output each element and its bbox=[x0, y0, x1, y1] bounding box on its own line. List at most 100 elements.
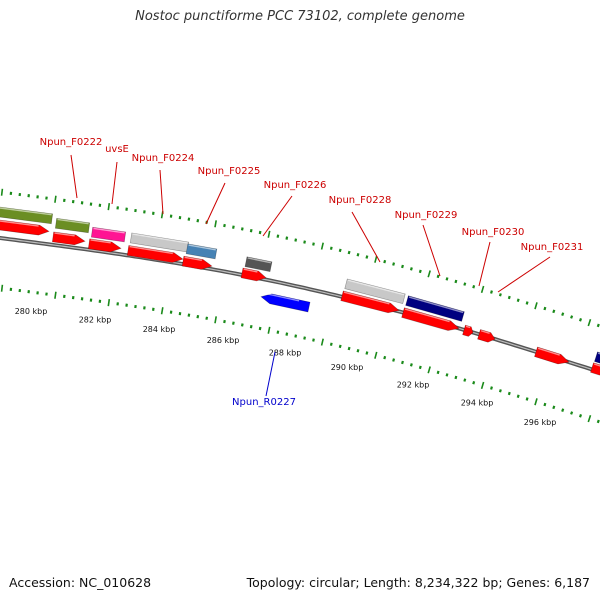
inner-tick-tick-minor bbox=[303, 336, 306, 340]
inner-tick-tick-minor bbox=[383, 355, 387, 360]
outer-tick-tick-minor bbox=[570, 315, 574, 319]
cds-forward-2-shape bbox=[51, 231, 86, 246]
cds-reverse-1 bbox=[260, 292, 311, 313]
inner-tick-tick-minor bbox=[578, 414, 583, 418]
outer-tick-tick-minor bbox=[276, 234, 280, 238]
outer-tick-tick-major bbox=[0, 188, 4, 196]
gene-label-npun-f0230: Npun_F0230 bbox=[462, 227, 525, 238]
inner-tick-tick-minor bbox=[596, 419, 600, 424]
feature-outer-olive-1 bbox=[0, 206, 53, 225]
feature-outer-lightgray-2 bbox=[344, 278, 406, 305]
gene-label-npun-f0225: Npun_F0225 bbox=[198, 166, 261, 177]
feature-outer-navy-shape bbox=[405, 295, 465, 322]
backbone bbox=[0, 235, 600, 375]
axis-tick-label: 288 kbp bbox=[269, 349, 302, 358]
gene-label-uvse: uvsE bbox=[105, 144, 129, 155]
cds-forward-12-shine bbox=[593, 363, 600, 367]
outer-tick-tick-minor bbox=[294, 238, 298, 242]
inner-tick-tick-minor bbox=[463, 378, 467, 382]
inner-tick-tick-minor bbox=[356, 349, 360, 353]
genome-summary-text: Topology: circular; Length: 8,234,322 bp… bbox=[246, 575, 590, 590]
outer-tick-tick-minor bbox=[232, 225, 235, 229]
cds-forward-8-shine bbox=[404, 308, 450, 323]
outer-tick-tick-minor bbox=[329, 246, 333, 250]
outer-tick-tick-minor bbox=[196, 218, 200, 223]
callouts: Npun_F0222uvsENpun_F0224Npun_F0225Npun_F… bbox=[40, 137, 584, 408]
outer-tick-tick-minor bbox=[490, 290, 493, 294]
cds-forward-9 bbox=[462, 324, 474, 337]
outer-tick-tick-minor bbox=[392, 262, 396, 266]
inner-tick-tick-minor bbox=[347, 346, 351, 351]
feature-outer-darkgray bbox=[244, 256, 273, 273]
inner-tick-tick-minor bbox=[436, 370, 440, 375]
outer-tick-tick-minor bbox=[223, 223, 226, 228]
cds-forward-9-shape bbox=[462, 324, 474, 337]
outer-tick-tick-minor bbox=[312, 242, 315, 246]
inner-tick-tick-major bbox=[534, 398, 538, 406]
inner-tick-tick-minor bbox=[276, 330, 280, 334]
outer-tick-tick-minor bbox=[365, 255, 369, 259]
feature-outer-olive-2 bbox=[54, 218, 91, 234]
outer-tick-tick-major bbox=[534, 302, 538, 310]
cds-reverse-1-shape bbox=[260, 293, 311, 313]
inner-tick-tick-minor bbox=[472, 381, 476, 385]
gene-label-npun-f0229: Npun_F0229 bbox=[395, 210, 458, 221]
inner-tick-tick-minor bbox=[409, 363, 413, 367]
gene-label-npun-f0226: Npun_F0226 bbox=[264, 180, 327, 191]
cds-forward-9-shine bbox=[465, 325, 471, 329]
inner-tick-tick-minor bbox=[338, 344, 342, 349]
feature-outer-steelblue-shine bbox=[188, 244, 216, 251]
outer-tick-tick-minor bbox=[525, 301, 529, 305]
inner-tick-tick-major bbox=[427, 366, 431, 374]
callout-line-npun-f0231 bbox=[497, 256, 551, 293]
feature-outer-navy-2 bbox=[594, 351, 600, 366]
outer-tick-tick-major bbox=[107, 202, 111, 211]
outer-tick-tick-minor bbox=[463, 282, 467, 286]
feature-outer-olive-1-shine bbox=[0, 206, 52, 216]
cds-forward-12-shape bbox=[590, 362, 600, 376]
cds-forward-1-shape bbox=[0, 219, 50, 236]
inner-tick-tick-major bbox=[160, 307, 164, 315]
cds-forward-7 bbox=[340, 290, 400, 314]
inner-tick-tick-minor bbox=[516, 394, 520, 398]
inner-tick-tick-minor bbox=[418, 365, 422, 370]
inner-tick-tick-minor bbox=[401, 360, 404, 365]
gene-label-npun-f0231: Npun_F0231 bbox=[521, 242, 584, 253]
outer-tick-tick-minor bbox=[338, 248, 342, 253]
outer-tick-tick-major bbox=[267, 230, 271, 238]
inner-tick-tick-minor bbox=[570, 411, 574, 415]
outer-tick-tick-major bbox=[480, 285, 485, 294]
inner-tick-tick-major bbox=[480, 381, 485, 390]
cds-forward-7-shape bbox=[340, 290, 400, 314]
axis-tick-label: 284 kbp bbox=[143, 325, 176, 334]
callout-line-npun-f0222 bbox=[70, 154, 78, 199]
cds-forward-10-shape bbox=[477, 329, 496, 343]
axis-tick-label: 290 kbp bbox=[331, 363, 364, 372]
feature-outer-darkgray-shine bbox=[247, 257, 271, 264]
feature-outer-magenta bbox=[90, 226, 127, 243]
axis-tick-label: 282 kbp bbox=[79, 316, 112, 325]
tick-marks: 280 kbp 282 kbp 284 kbp 286 kbp 288 kbp 290 k… bbox=[0, 188, 600, 427]
outer-tick-tick-minor bbox=[240, 227, 244, 231]
outer-tick-tick-minor bbox=[383, 259, 387, 264]
inner-tick-tick-major bbox=[267, 326, 271, 334]
inner-tick-tick-minor bbox=[205, 316, 209, 320]
inner-tick-tick-minor bbox=[258, 326, 262, 331]
features bbox=[0, 206, 600, 376]
outer-tick-tick-minor bbox=[409, 267, 413, 271]
outer-tick-tick-minor bbox=[498, 293, 502, 297]
cds-forward-3-shine bbox=[90, 239, 111, 244]
cds-forward-5-shape bbox=[181, 255, 213, 270]
axis-tick-label: 280 kbp bbox=[15, 307, 48, 316]
gene-label-npun-r0227: Npun_R0227 bbox=[232, 397, 296, 408]
feature-outer-steelblue bbox=[185, 243, 218, 260]
callout-line-npun-f0225 bbox=[205, 182, 226, 225]
outer-tick-tick-minor bbox=[347, 250, 351, 255]
feature-outer-olive-1-shape bbox=[0, 206, 53, 225]
map-title: Nostoc punctiforme PCC 73102, complete g… bbox=[135, 9, 465, 24]
cds-forward-2-shine bbox=[54, 232, 75, 237]
feature-outer-olive-2-shape bbox=[54, 218, 91, 234]
inner-tick-tick-minor bbox=[329, 342, 333, 346]
outer-tick-tick-minor bbox=[578, 318, 583, 322]
